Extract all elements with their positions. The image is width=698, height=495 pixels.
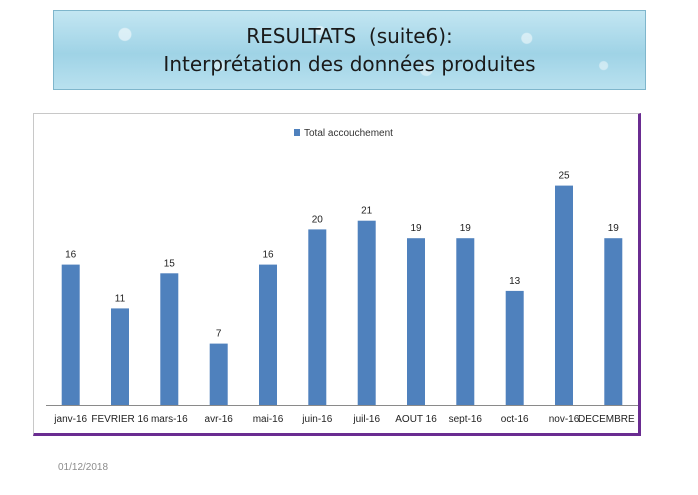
slide-title-line1: RESULTATS (suite6): xyxy=(246,24,453,48)
bar-nov-16 xyxy=(555,185,573,405)
bar-avr-16 xyxy=(209,343,228,405)
data-label-avr-16: 7 xyxy=(216,329,222,340)
bar-sept-16 xyxy=(456,238,475,405)
x-tick-AOUT 16: AOUT 16 xyxy=(395,414,437,425)
x-tick-FEVRIER 16: FEVRIER 16 xyxy=(91,414,149,425)
x-tick-juil-16: juil-16 xyxy=(352,414,380,425)
bar-DECEMBRE 16 xyxy=(604,238,623,405)
slide-title-line2: Interprétation des données produites xyxy=(163,52,536,76)
bar-AOUT 16 xyxy=(407,238,425,405)
x-tick-sept-16: sept-16 xyxy=(449,414,483,425)
data-label-nov-16: 25 xyxy=(558,171,570,182)
bar-mars-16 xyxy=(160,273,179,405)
data-label-DECEMBRE 16: 19 xyxy=(608,223,620,234)
legend-swatch xyxy=(294,129,300,136)
bar-oct-16 xyxy=(505,290,524,405)
chart-frame: Total accouchement 16 janv-16 11 FEVRIER 16 1… xyxy=(33,113,641,436)
x-tick-DECEMBRE 16: DECEMBRE 16 xyxy=(578,414,638,425)
bar-chart: Total accouchement 16 janv-16 11 FEVRIER 16 1… xyxy=(46,128,638,425)
legend-label: Total accouchement xyxy=(304,128,393,139)
data-label-juil-16: 21 xyxy=(361,206,373,217)
data-label-FEVRIER 16: 11 xyxy=(115,293,126,304)
data-label-oct-16: 13 xyxy=(509,276,521,287)
x-tick-oct-16: oct-16 xyxy=(501,414,529,425)
bar-juin-16 xyxy=(308,229,327,405)
data-label-juin-16: 20 xyxy=(312,214,324,225)
x-tick-mars-16: mars-16 xyxy=(151,414,188,425)
bar-juil-16 xyxy=(357,220,376,405)
chart-legend: Total accouchement xyxy=(294,128,393,139)
data-label-AOUT 16: 19 xyxy=(410,223,422,234)
x-tick-janv-16: janv-16 xyxy=(53,414,87,425)
footer-date: 01/12/2018 xyxy=(58,462,109,473)
x-tick-avr-16: avr-16 xyxy=(205,414,234,425)
data-label-mars-16: 15 xyxy=(164,258,176,269)
x-tick-nov-16: nov-16 xyxy=(549,414,580,425)
data-label-janv-16: 16 xyxy=(65,250,77,261)
x-tick-mai-16: mai-16 xyxy=(253,414,284,425)
data-label-mai-16: 16 xyxy=(262,250,274,261)
bar-janv-16 xyxy=(61,264,80,405)
data-label-sept-16: 19 xyxy=(460,223,472,234)
bar-mai-16 xyxy=(259,264,277,405)
title-banner: RESULTATS (suite6): Interprétation des d… xyxy=(53,10,646,90)
bar-FEVRIER 16 xyxy=(111,308,129,405)
x-tick-juin-16: juin-16 xyxy=(301,414,332,425)
